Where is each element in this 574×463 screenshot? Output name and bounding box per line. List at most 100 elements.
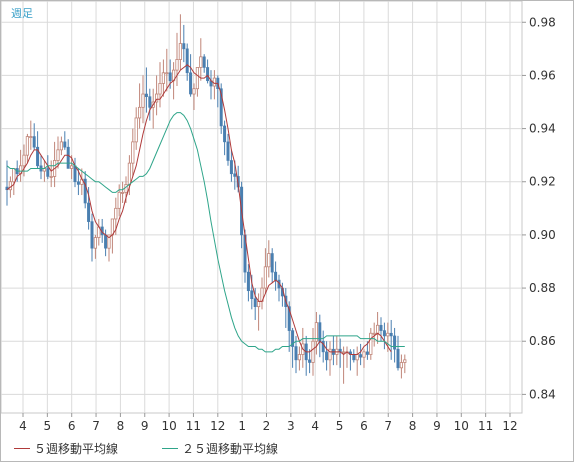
candle-body xyxy=(219,88,223,127)
candle-body xyxy=(206,67,210,82)
candle-body xyxy=(87,202,91,222)
candle-body xyxy=(134,117,138,143)
candle-body xyxy=(175,59,179,71)
legend-ma5-swatch xyxy=(14,447,30,449)
legend-ma5: ５週移動平均線 xyxy=(14,440,118,456)
candle-body xyxy=(49,176,53,178)
candle-body xyxy=(375,324,380,334)
candle-body xyxy=(185,48,189,74)
legend-ma25-swatch xyxy=(162,447,178,449)
candle-body xyxy=(297,354,302,361)
candle-body xyxy=(365,351,369,355)
ma25-line xyxy=(6,112,405,353)
candle-body xyxy=(291,330,295,347)
candle-body xyxy=(107,234,111,249)
chart-title: 週足 xyxy=(11,7,33,20)
candle-body xyxy=(325,351,329,361)
candle-body xyxy=(229,160,233,175)
plot-area xyxy=(1,1,523,414)
moving-averages xyxy=(6,64,405,356)
candle-body xyxy=(274,271,278,281)
ma5-line xyxy=(6,64,392,356)
candle-body xyxy=(36,146,40,167)
candle-body xyxy=(8,181,12,191)
candle-body xyxy=(212,77,216,87)
candle-body xyxy=(66,146,70,169)
x-tick-label: 2 xyxy=(263,419,271,433)
candle-body xyxy=(250,290,254,300)
candle-body xyxy=(192,88,196,95)
candle-body xyxy=(399,362,404,369)
x-tick-label: 6 xyxy=(360,419,368,433)
candle-body xyxy=(25,136,30,156)
candle-body xyxy=(359,354,363,358)
candle-body xyxy=(121,191,125,194)
candle-body xyxy=(253,298,257,307)
y-tick-label: 0.88 xyxy=(529,281,556,295)
x-tick-label: 10 xyxy=(454,419,469,433)
candle-body xyxy=(158,83,162,95)
x-axis-ticks: 4 5 6 7 8 9 10 11 12 1 2 3 4 5 6 7 8 9 10 11 12 xyxy=(19,413,518,433)
y-tick-label: 0.90 xyxy=(529,228,556,242)
candle-body xyxy=(12,168,16,183)
candle-body xyxy=(32,136,36,148)
candle-body xyxy=(328,348,332,361)
candle-body xyxy=(189,72,193,95)
candle-body xyxy=(90,221,94,249)
y-tick-label: 0.98 xyxy=(529,15,556,29)
x-tick-label: 9 xyxy=(141,419,149,433)
candle-body xyxy=(393,335,397,350)
candle-body xyxy=(396,348,400,369)
candle-body xyxy=(389,332,393,337)
candle-body xyxy=(352,354,356,361)
candle-body xyxy=(59,141,64,151)
candle-body xyxy=(199,56,203,68)
candle-body xyxy=(195,67,199,90)
x-tick-label: 11 xyxy=(478,419,493,433)
candle-body xyxy=(267,253,271,268)
x-tick-label: 9 xyxy=(433,419,441,433)
candle-body xyxy=(168,72,172,82)
candle-body xyxy=(114,207,118,220)
candle-body xyxy=(148,96,152,108)
y-tick-label: 0.84 xyxy=(529,387,556,401)
candle-body xyxy=(270,253,274,273)
x-tick-label: 4 xyxy=(19,419,27,433)
x-tick-label: 5 xyxy=(44,419,52,433)
x-tick-label: 1 xyxy=(238,419,246,433)
candle-body xyxy=(110,218,114,236)
candle-body xyxy=(403,359,407,363)
y-tick-label: 0.96 xyxy=(529,68,556,82)
x-tick-label: 7 xyxy=(384,419,392,433)
candle-body xyxy=(202,56,206,68)
candle-body xyxy=(223,125,227,143)
x-tick-label: 5 xyxy=(336,419,344,433)
candle-body xyxy=(233,173,237,177)
candle-body xyxy=(246,271,250,292)
candle-body xyxy=(22,154,26,167)
candle-body xyxy=(117,191,121,209)
candle-body xyxy=(369,332,373,355)
x-tick-label: 3 xyxy=(287,419,295,433)
candle-body xyxy=(341,351,346,354)
x-tick-label: 6 xyxy=(68,419,76,433)
candle-body xyxy=(256,300,261,308)
candle-body xyxy=(76,181,80,185)
candle-body xyxy=(294,346,298,361)
candle-body xyxy=(127,162,131,185)
candle-body xyxy=(29,136,33,138)
x-tick-label: 4 xyxy=(311,419,319,433)
candle-body xyxy=(372,332,376,335)
candle-body xyxy=(287,306,291,331)
candle-body xyxy=(226,141,230,161)
candle-body xyxy=(70,165,74,169)
candle-body xyxy=(161,72,165,84)
y-tick-label: 0.92 xyxy=(529,175,556,189)
candle-body xyxy=(362,351,366,358)
x-tick-label: 8 xyxy=(409,419,417,433)
x-tick-label: 7 xyxy=(92,419,100,433)
candle-body xyxy=(382,330,386,337)
candle-body xyxy=(63,141,67,148)
